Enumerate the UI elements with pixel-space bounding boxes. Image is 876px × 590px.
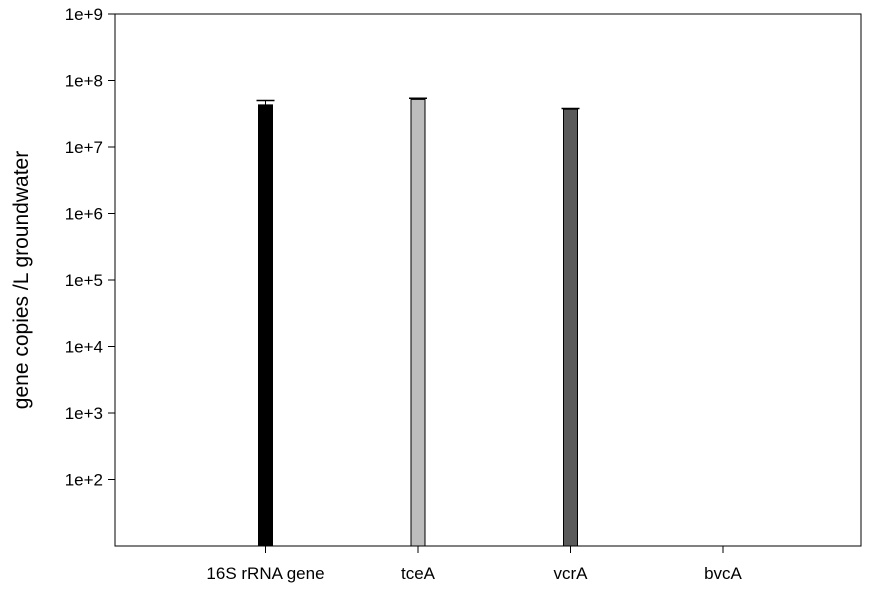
x-axis: 16S rRNA gene tceA vcrA bvcA — [206, 546, 743, 583]
y-axis-title: gene copies /L groundwater — [10, 151, 33, 409]
x-tick-label: tceA — [401, 564, 436, 583]
y-tick-label: 1e+2 — [65, 471, 103, 490]
y-tick-label: 1e+5 — [65, 271, 103, 290]
bars — [256, 97, 580, 547]
y-tick-label: 1e+3 — [65, 404, 103, 423]
y-tick-label: 1e+9 — [65, 5, 103, 24]
x-tick-label: bvcA — [704, 564, 742, 583]
y-tick-label: 1e+4 — [65, 338, 103, 357]
y-tick-label: 1e+6 — [65, 205, 103, 224]
x-tick-label: 16S rRNA gene — [206, 564, 324, 583]
plot-frame — [114, 13, 862, 547]
bar-16s-rrna-gene — [258, 104, 273, 547]
y-tick-label: 1e+7 — [65, 138, 103, 157]
y-axis: 1e+2 1e+3 1e+4 1e+5 1e+6 1e+7 1e+8 1e+9 — [65, 5, 115, 490]
y-tick-label: 1e+8 — [65, 72, 103, 91]
x-tick-label: vcrA — [554, 564, 589, 583]
bar-vcra — [563, 108, 578, 547]
bar-tcea — [410, 98, 426, 547]
